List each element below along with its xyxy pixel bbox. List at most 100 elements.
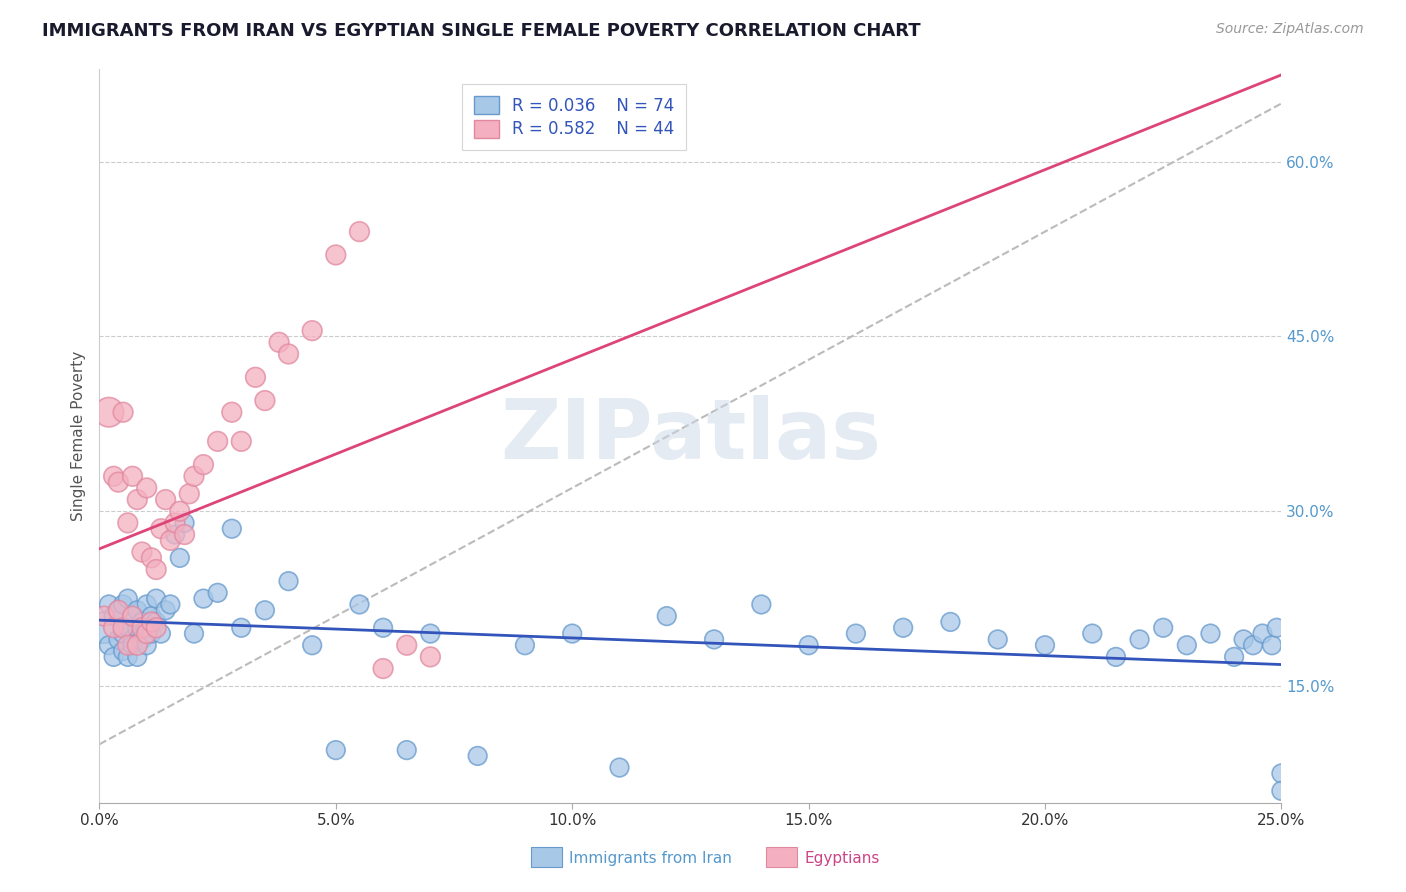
Point (121, 469, 143, 483)
Point (1152, 621, 1174, 635)
Point (301, 324, 323, 338)
Point (131, 621, 153, 635)
Point (145, 591, 167, 606)
Point (419, 626, 441, 640)
Point (349, 225, 371, 239)
Point (107, 632, 129, 647)
Point (159, 598, 181, 612)
Point (131, 632, 153, 647)
Point (1033, 638, 1056, 652)
Point (135, 638, 157, 652)
Point (891, 621, 914, 635)
Point (1270, 784, 1292, 798)
Point (145, 621, 167, 635)
Point (159, 533, 181, 548)
Point (1251, 626, 1274, 640)
Point (221, 405, 243, 419)
Point (121, 632, 143, 647)
Point (231, 621, 253, 635)
Point (173, 527, 195, 541)
Point (112, 626, 135, 640)
Point (135, 621, 157, 635)
Point (103, 649, 125, 664)
Point (103, 609, 125, 624)
Point (131, 615, 153, 629)
Point (127, 649, 149, 664)
Point (145, 615, 167, 629)
Point (103, 621, 125, 635)
Point (207, 434, 229, 449)
Point (149, 626, 172, 640)
Point (1261, 638, 1284, 652)
Point (155, 492, 177, 507)
Point (183, 469, 205, 483)
Point (93, 621, 115, 635)
Legend: R = 0.036    N = 74, R = 0.582    N = 44: R = 0.036 N = 74, R = 0.582 N = 44 (463, 84, 686, 150)
Text: Immigrants from Iran: Immigrants from Iran (569, 851, 733, 865)
Point (1241, 638, 1264, 652)
Point (277, 574, 299, 589)
Point (1129, 632, 1152, 647)
Point (269, 335, 291, 350)
Point (169, 504, 191, 518)
Point (135, 598, 157, 612)
Point (987, 632, 1010, 647)
Point (1081, 626, 1104, 640)
Point (127, 603, 149, 617)
Point (609, 761, 631, 775)
Point (173, 516, 195, 530)
Point (301, 638, 323, 652)
Point (117, 591, 139, 606)
Point (349, 598, 371, 612)
Text: ZIPatlas: ZIPatlas (501, 395, 882, 476)
Point (165, 516, 187, 530)
Point (1232, 632, 1254, 647)
Point (169, 550, 191, 565)
Point (141, 626, 163, 640)
Point (245, 370, 267, 384)
Point (103, 469, 125, 483)
Point (97, 638, 120, 652)
Point (1175, 638, 1198, 652)
Point (97, 405, 120, 419)
Point (395, 743, 418, 757)
Point (703, 632, 725, 647)
Point (127, 621, 149, 635)
Point (112, 405, 135, 419)
Point (183, 626, 205, 640)
Text: Source: ZipAtlas.com: Source: ZipAtlas.com (1216, 22, 1364, 37)
Point (107, 475, 129, 489)
Point (127, 638, 149, 652)
Point (131, 545, 153, 559)
Text: IMMIGRANTS FROM IRAN VS EGYPTIAN SINGLE FEMALE POVERTY CORRELATION CHART: IMMIGRANTS FROM IRAN VS EGYPTIAN SINGLE … (42, 22, 921, 40)
Point (135, 626, 157, 640)
Point (149, 522, 172, 536)
Point (561, 626, 583, 640)
Point (1199, 626, 1222, 640)
Point (179, 487, 201, 501)
Point (253, 393, 276, 408)
Point (121, 609, 143, 624)
Point (939, 615, 962, 629)
Point (797, 638, 820, 652)
Point (117, 516, 139, 530)
Point (135, 481, 157, 495)
Point (513, 638, 536, 652)
Point (121, 638, 143, 652)
Point (107, 603, 129, 617)
Point (145, 562, 167, 576)
Point (141, 615, 163, 629)
Point (207, 586, 229, 600)
Point (193, 591, 215, 606)
Point (371, 661, 394, 675)
Point (97, 598, 120, 612)
Point (165, 527, 187, 541)
Text: Egyptians: Egyptians (804, 851, 880, 865)
Point (221, 522, 243, 536)
Y-axis label: Single Female Poverty: Single Female Poverty (72, 351, 86, 521)
Point (1105, 649, 1128, 664)
Point (655, 609, 678, 624)
Point (371, 621, 394, 635)
Point (117, 638, 139, 652)
Point (467, 748, 489, 763)
